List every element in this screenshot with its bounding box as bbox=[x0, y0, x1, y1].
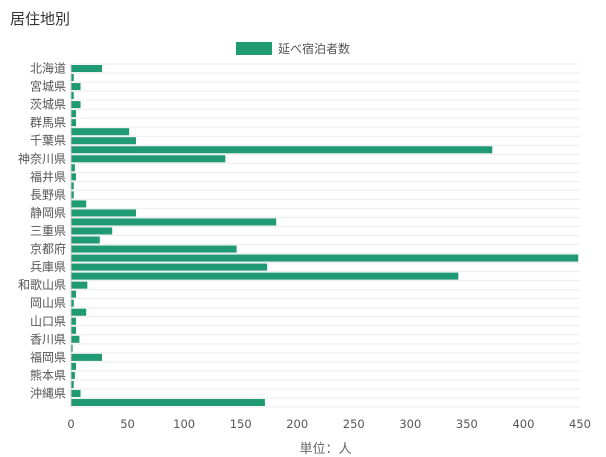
bar[interactable] bbox=[71, 200, 87, 208]
chart-title: 居住地別 bbox=[10, 10, 71, 28]
y-tick-label: 福井県 bbox=[30, 169, 66, 184]
y-tick-label: 長野県 bbox=[30, 188, 66, 202]
y-tick-label: 茨城県 bbox=[30, 98, 66, 112]
bar[interactable] bbox=[71, 326, 77, 334]
bar[interactable] bbox=[71, 146, 493, 154]
y-tick-label: 宮城県 bbox=[30, 79, 66, 94]
bar[interactable] bbox=[71, 101, 81, 109]
y-tick-label: 北海道 bbox=[30, 61, 66, 76]
bar[interactable] bbox=[71, 308, 87, 316]
y-tick-label: 神奈川県 bbox=[18, 152, 66, 166]
y-tick-label: 香川県 bbox=[30, 332, 66, 346]
bars bbox=[71, 64, 579, 407]
bar[interactable] bbox=[71, 317, 77, 325]
x-tick-label: 350 bbox=[456, 417, 478, 431]
y-tick-label: 静岡県 bbox=[30, 206, 66, 220]
y-tick-label: 熊本県 bbox=[30, 367, 66, 382]
y-axis: 北海道宮城県茨城県群馬県千葉県神奈川県福井県長野県静岡県三重県京都府兵庫県和歌山… bbox=[18, 61, 72, 407]
bar[interactable] bbox=[71, 74, 74, 82]
bar[interactable] bbox=[71, 119, 77, 127]
x-tick-label: 0 bbox=[67, 417, 74, 431]
y-tick-label: 沖縄県 bbox=[30, 385, 66, 400]
grid-lines bbox=[71, 63, 580, 408]
bar[interactable] bbox=[71, 380, 74, 388]
bar[interactable] bbox=[71, 362, 77, 370]
bar[interactable] bbox=[71, 64, 103, 73]
bar[interactable] bbox=[71, 173, 77, 181]
x-tick-label: 300 bbox=[399, 417, 421, 431]
bar[interactable] bbox=[71, 263, 268, 271]
bar[interactable] bbox=[71, 344, 73, 352]
y-tick-label: 京都府 bbox=[30, 241, 66, 256]
bar[interactable] bbox=[71, 254, 579, 262]
y-tick-label: 和歌山県 bbox=[18, 277, 66, 292]
bar[interactable] bbox=[71, 389, 81, 397]
x-tick-label: 50 bbox=[120, 417, 135, 431]
x-tick-label: 200 bbox=[286, 417, 308, 431]
bar[interactable] bbox=[71, 209, 136, 217]
y-tick-label: 福岡県 bbox=[30, 349, 66, 364]
x-axis-title: 単位：人 bbox=[299, 441, 351, 457]
bar[interactable] bbox=[71, 335, 80, 343]
x-tick-label: 100 bbox=[173, 417, 195, 431]
bar[interactable] bbox=[71, 299, 74, 307]
bar[interactable] bbox=[71, 110, 77, 118]
x-tick-label: 150 bbox=[230, 417, 252, 431]
bar[interactable] bbox=[71, 218, 277, 226]
bar[interactable] bbox=[71, 236, 100, 244]
bar[interactable] bbox=[71, 281, 88, 289]
y-tick-label: 兵庫県 bbox=[30, 260, 66, 274]
bar[interactable] bbox=[71, 371, 75, 379]
y-tick-label: 岡山県 bbox=[30, 296, 66, 310]
x-tick-label: 450 bbox=[569, 417, 591, 431]
bar[interactable] bbox=[71, 191, 74, 199]
bar[interactable] bbox=[71, 182, 74, 190]
y-tick-label: 千葉県 bbox=[30, 134, 66, 148]
x-tick-label: 250 bbox=[343, 417, 365, 431]
bar[interactable] bbox=[71, 227, 113, 235]
bar[interactable] bbox=[71, 164, 75, 172]
x-tick-label: 400 bbox=[512, 417, 534, 431]
bar[interactable] bbox=[71, 92, 74, 100]
legend[interactable]: 延べ宿泊者数 bbox=[236, 41, 350, 56]
legend-label[interactable]: 延べ宿泊者数 bbox=[278, 41, 350, 56]
bar[interactable] bbox=[71, 398, 265, 407]
y-tick-label: 三重県 bbox=[30, 224, 66, 238]
bar[interactable] bbox=[71, 155, 226, 163]
bar[interactable] bbox=[71, 83, 81, 91]
bar[interactable] bbox=[71, 128, 130, 136]
legend-swatch[interactable] bbox=[236, 42, 272, 55]
bar[interactable] bbox=[71, 272, 459, 280]
y-tick-label: 群馬県 bbox=[30, 116, 66, 130]
bar[interactable] bbox=[71, 353, 103, 361]
bar[interactable] bbox=[71, 137, 136, 145]
y-tick-label: 山口県 bbox=[30, 314, 66, 328]
bar[interactable] bbox=[71, 290, 77, 298]
x-axis: 0 50 100 150 200 250 300 350 400 450 単位：人 bbox=[67, 417, 591, 457]
bar[interactable] bbox=[71, 245, 237, 253]
